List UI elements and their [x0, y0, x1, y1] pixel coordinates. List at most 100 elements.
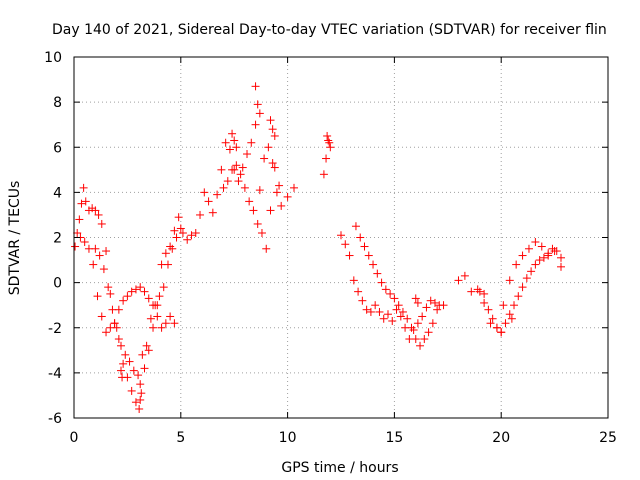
- data-point: [253, 100, 262, 109]
- data-point: [323, 131, 332, 140]
- data-point: [163, 260, 172, 269]
- data-point: [349, 276, 358, 285]
- data-point: [178, 228, 187, 237]
- data-point: [544, 249, 553, 258]
- data-point: [232, 161, 241, 170]
- data-point: [411, 294, 420, 303]
- data-point: [253, 219, 262, 228]
- data-point: [71, 242, 80, 251]
- data-point: [386, 289, 395, 298]
- data-point: [97, 219, 106, 228]
- data-point: [217, 165, 226, 174]
- data-point: [176, 224, 185, 233]
- data-point: [422, 303, 431, 312]
- data-point: [510, 301, 519, 310]
- y-tick-label: 10: [44, 50, 62, 66]
- data-point: [557, 253, 566, 262]
- x-tick-label: 20: [492, 430, 510, 446]
- data-point: [140, 287, 149, 296]
- y-tick-label: -6: [48, 411, 62, 427]
- y-tick-label: 6: [53, 140, 62, 156]
- data-point: [114, 335, 123, 344]
- data-point: [97, 312, 106, 321]
- data-point: [270, 163, 279, 172]
- data-point: [514, 292, 523, 301]
- data-point: [524, 244, 533, 253]
- data-point: [413, 319, 422, 328]
- data-point: [535, 256, 544, 265]
- data-point: [497, 328, 506, 337]
- data-point: [191, 228, 200, 237]
- x-tick-label: 10: [279, 430, 297, 446]
- data-point: [91, 244, 100, 253]
- data-point: [121, 350, 130, 359]
- data-point: [290, 183, 299, 192]
- data-point: [396, 312, 405, 321]
- data-point: [358, 296, 367, 305]
- data-point: [166, 312, 175, 321]
- data-point: [131, 285, 140, 294]
- data-point: [351, 222, 360, 231]
- data-point: [144, 294, 153, 303]
- data-point: [213, 190, 222, 199]
- data-point: [501, 319, 510, 328]
- data-point: [369, 260, 378, 269]
- y-tick-label: 8: [53, 95, 62, 111]
- data-point: [411, 335, 420, 344]
- data-point: [492, 323, 501, 332]
- data-point: [168, 244, 177, 253]
- data-point: [539, 253, 548, 262]
- data-point: [398, 307, 407, 316]
- x-tick-label: 25: [599, 430, 617, 446]
- x-axis-title: GPS time / hours: [281, 460, 398, 476]
- data-point: [93, 292, 102, 301]
- data-point: [420, 335, 429, 344]
- data-point: [245, 197, 254, 206]
- data-point: [106, 289, 115, 298]
- data-point: [238, 163, 247, 172]
- data-point: [518, 283, 527, 292]
- data-point: [80, 238, 89, 247]
- data-point: [155, 292, 164, 301]
- data-point: [204, 197, 213, 206]
- plot-frame: [73, 56, 609, 419]
- data-point: [243, 150, 252, 159]
- data-point: [232, 143, 241, 152]
- data-point: [249, 206, 258, 215]
- data-point: [187, 231, 196, 240]
- data-point: [146, 314, 155, 323]
- data-point: [326, 143, 335, 152]
- axes: 0 5 10 15 20 25 -6 -4 -2 0 2 4 6 8 10: [44, 50, 617, 446]
- data-point: [135, 404, 144, 413]
- data-point: [531, 238, 540, 247]
- data-point: [138, 350, 147, 359]
- data-point: [91, 206, 100, 215]
- data-point: [247, 138, 256, 147]
- data-point: [373, 269, 382, 278]
- data-point: [364, 251, 373, 260]
- data-point: [136, 283, 145, 292]
- data-point: [134, 371, 143, 380]
- y-axis-title: SDTVAR / TECUs: [7, 181, 23, 296]
- data-point: [149, 323, 158, 332]
- data-point: [424, 328, 433, 337]
- data-point: [325, 138, 334, 147]
- data-point: [127, 386, 136, 395]
- data-point: [512, 260, 521, 269]
- data-point: [260, 154, 269, 163]
- data-point: [94, 210, 103, 219]
- data-point: [467, 287, 476, 296]
- data-point: [480, 289, 489, 298]
- data-point: [416, 341, 425, 350]
- data-point: [319, 170, 328, 179]
- data-point: [527, 267, 536, 276]
- data-point: [262, 244, 271, 253]
- data-point: [418, 312, 427, 321]
- data-point: [266, 206, 275, 215]
- data-point: [356, 233, 365, 242]
- grid-lines: [74, 57, 608, 418]
- data-point: [183, 235, 192, 244]
- data-point: [362, 305, 371, 314]
- data-point: [125, 357, 134, 366]
- data-point: [383, 310, 392, 319]
